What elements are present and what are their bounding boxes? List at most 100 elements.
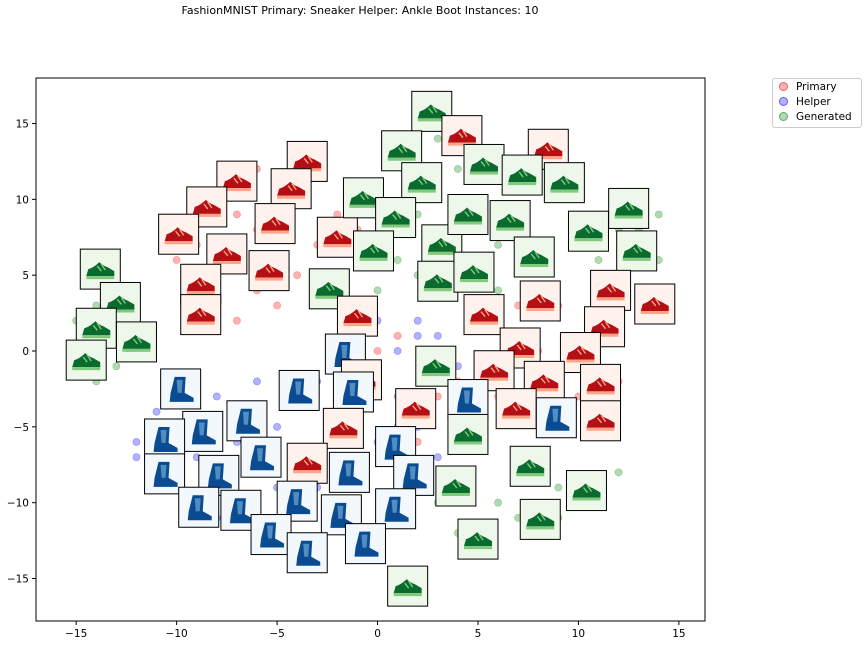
shoe-thumbnail-primary: [286, 442, 328, 484]
shoe-thumbnail-helper: [182, 410, 224, 452]
shoe-thumbnail-generated: [401, 162, 443, 204]
shoe-thumbnail-helper: [144, 453, 186, 495]
chart-title: FashionMNIST Primary: Sneaker Helper: An…: [181, 4, 539, 17]
y-tick-label: −10: [7, 498, 29, 510]
shoe-thumbnail-generated: [565, 470, 607, 512]
shoe-thumbnail-helper: [178, 486, 220, 528]
x-tick-label: 15: [672, 628, 685, 640]
scatter-point-generated: [654, 210, 663, 219]
thumbnail-layer: [65, 90, 676, 607]
shoe-thumbnail-primary: [158, 213, 200, 255]
scatter-point-generated: [594, 256, 603, 264]
y-tick-label: −15: [7, 574, 29, 586]
shoe-thumbnail-generated: [453, 251, 495, 293]
shoe-thumbnail-generated: [519, 498, 561, 540]
scatter-point-primary: [233, 210, 241, 219]
y-tick-label: 10: [16, 194, 29, 206]
axes-frame: [35, 77, 706, 622]
legend-item-primary: Primary: [773, 79, 861, 94]
scatter-point-helper: [132, 438, 141, 446]
shoe-thumbnail-helper: [332, 371, 374, 413]
shoe-thumbnail-generated: [489, 200, 531, 242]
scatter-point-helper: [152, 407, 161, 416]
shoe-thumbnail-helper: [240, 436, 282, 478]
shoe-thumbnail-generated: [387, 565, 429, 607]
legend-label-helper: Helper: [796, 95, 831, 108]
shoe-thumbnail-helper: [535, 397, 577, 439]
shoe-thumbnail-generated: [447, 194, 489, 236]
shoe-thumbnail-generated: [608, 187, 650, 229]
scatter-point-helper: [273, 422, 281, 431]
legend-item-helper: Helper: [773, 94, 861, 109]
scatter-point-helper: [253, 377, 261, 386]
scatter-point-primary: [393, 331, 402, 340]
scatter-point-helper: [132, 453, 141, 462]
scatter-point-primary: [293, 271, 302, 280]
shoe-thumbnail-generated: [567, 210, 609, 252]
shoe-thumbnail-helper: [286, 532, 328, 574]
shoe-thumbnail-generated: [353, 230, 395, 272]
shoe-thumbnail-helper: [144, 418, 186, 460]
shoe-thumbnail-generated: [457, 518, 499, 560]
scatter-point-helper: [413, 316, 422, 325]
shoe-thumbnail-primary: [634, 283, 676, 325]
x-tick-label: 5: [475, 628, 482, 640]
scatter-point-generated: [433, 134, 442, 143]
shoe-thumbnail-generated: [435, 465, 477, 507]
legend-marker-generated: [779, 112, 788, 121]
legend-marker-primary: [779, 82, 788, 91]
y-tick-label: 5: [22, 270, 29, 282]
shoe-thumbnail-generated: [417, 260, 459, 302]
shoe-thumbnail-primary: [186, 186, 228, 228]
scatter-point-generated: [614, 468, 623, 477]
legend-label-primary: Primary: [796, 80, 837, 93]
shoe-thumbnail-helper: [447, 379, 489, 421]
scatter-point-generated: [494, 498, 502, 507]
scatter-point-helper: [212, 392, 221, 401]
shoe-thumbnail-helper: [375, 488, 417, 530]
shoe-thumbnail-helper: [220, 489, 262, 531]
scatter-point-generated: [373, 286, 382, 295]
shoe-thumbnail-generated: [513, 236, 555, 278]
shoe-thumbnail-generated: [65, 339, 107, 381]
scatter-point-generated: [554, 483, 563, 492]
scatter-point-helper: [433, 453, 442, 462]
shoe-thumbnail-helper: [375, 426, 417, 468]
shoe-thumbnail-generated: [342, 177, 384, 219]
shoe-thumbnail-primary: [270, 168, 312, 210]
x-tick-label: −5: [269, 628, 284, 640]
shoe-thumbnail-generated: [509, 445, 551, 487]
scatter-point-primary: [373, 347, 382, 355]
shoe-thumbnail-helper: [250, 514, 292, 556]
shoe-thumbnail-primary: [590, 269, 632, 311]
scatter-point-primary: [273, 301, 281, 310]
shoe-thumbnail-primary: [580, 363, 622, 405]
legend: Primary Helper Generated: [772, 78, 862, 128]
scatter-point-generated: [494, 286, 502, 295]
shoe-thumbnail-primary: [463, 294, 505, 336]
scatter-point-helper: [393, 347, 402, 355]
shoe-thumbnail-generated: [115, 321, 157, 363]
scatter-point-generated: [112, 362, 121, 371]
shoe-thumbnail-helper: [328, 451, 370, 493]
y-tick-label: 15: [16, 119, 29, 131]
x-tick-label: −10: [166, 628, 188, 640]
shoe-thumbnail-primary: [580, 400, 622, 442]
shoe-thumbnail-primary: [254, 203, 296, 245]
shoe-thumbnail-generated: [616, 230, 658, 272]
shoe-thumbnail-helper: [278, 369, 320, 411]
shoe-thumbnail-generated: [463, 143, 505, 185]
y-tick-label: 0: [22, 346, 29, 358]
legend-label-generated: Generated: [796, 110, 852, 123]
legend-marker-helper: [779, 97, 788, 106]
x-axis-ticks: −15 −10 −5 0 5 10 15: [65, 621, 686, 640]
scatter-point-generated: [393, 256, 402, 264]
x-tick-label: 10: [572, 628, 585, 640]
shoe-thumbnail-primary: [395, 388, 437, 430]
shoe-thumbnail-generated: [543, 162, 585, 204]
x-tick-label: 0: [374, 628, 381, 640]
scatter-point-generated: [494, 240, 502, 249]
x-tick-label: −15: [65, 628, 87, 640]
shoe-thumbnail-primary: [322, 407, 364, 449]
